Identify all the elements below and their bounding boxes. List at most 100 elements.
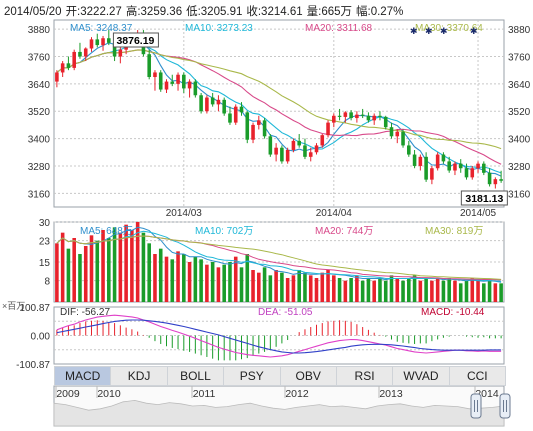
tab-macd[interactable]: MACD [55,367,112,385]
volume-bar [372,280,376,302]
macd-legend-dif: DIF: -56.27 [60,307,110,318]
high-annotation-box [112,32,159,48]
volume-bar [332,275,336,302]
volume-legend-ma20: MA20: 744万 [315,226,373,237]
candle-body [355,114,359,119]
volume-bar [124,224,128,302]
candle-body [487,172,492,185]
tab-obv[interactable]: OBV [281,367,337,385]
volume-tick-label: 30 [39,218,51,229]
volume-bar [78,254,82,302]
tab-boll[interactable]: BOLL [168,367,225,385]
volume-bar [291,275,296,302]
candle-body [453,163,457,171]
candle-body [280,147,284,162]
volume-bar [458,283,463,302]
candle-body [291,140,296,150]
range-navigator: 2009 2010 2011 2012 2013 2014 [53,385,511,427]
volume-bar [141,232,146,302]
navigator-year-label: 2011 [193,388,216,400]
volume-bar [378,278,382,302]
navigator-year-label: 2009 [56,388,80,400]
volume-bar [89,235,94,302]
candle-body [176,74,180,84]
price-tick-label-right: 3280 [508,162,531,173]
price-ma30-line [56,49,502,150]
price-tick-label-right: 3880 [508,25,531,36]
quote-volume: 量:665万 [306,6,353,18]
tab-psy[interactable]: PSY [224,367,281,385]
candle-body [326,122,330,136]
candle-body [78,51,82,57]
volume-bar [147,243,151,302]
navigator-year-label: 2012 [285,388,309,400]
tab-wvad[interactable]: WVAD [393,367,450,385]
candle-body [412,154,417,166]
event-marker-icon: ✱ [425,26,433,36]
candle-body [395,131,400,137]
volume-bar [187,262,192,302]
volume-bar [308,275,313,302]
volume-legend-ma5: MA5: 648万 [80,226,133,237]
candle-body [239,106,244,113]
candle-body [476,163,480,169]
volume-ma30-line [56,235,502,280]
volume-bar [482,283,486,302]
candle-body [458,163,463,169]
volume-bar [118,232,123,302]
volume-legend-ma30: MA30: 819万 [425,226,483,237]
price-tick-label-right: 3520 [508,107,531,118]
price-legend-ma10: MA10: 3273.23 [185,23,253,34]
volume-bar [107,238,111,302]
volume-bar [499,283,503,302]
volume-bar [366,278,371,302]
candle-body [447,161,451,171]
candle-body [205,97,209,112]
volume-bar [314,278,319,302]
candle-body [101,38,105,46]
volume-bar [470,278,475,302]
price-tick-label-right: 3760 [508,52,531,63]
candle-body [401,131,405,146]
tab-cci[interactable]: CCI [466,369,488,383]
low-annotation-box [460,190,508,206]
candle-body [332,115,336,123]
price-tick-label-right: 3160 [508,189,531,200]
volume-bar [257,272,261,302]
price-frame [53,19,505,208]
candle-body [303,145,307,157]
volume-tick-label: 15 [39,258,51,269]
event-marker-icon: ✱ [440,26,448,36]
volume-bar [447,278,451,302]
volume-bar [239,267,244,302]
tab-kdj[interactable]: KDJ [111,367,168,385]
price-tick-label-left: 3520 [28,107,51,118]
range-handle-left[interactable] [470,393,482,419]
volume-bar [412,275,417,302]
volume-bar [424,278,428,302]
candle-body [499,179,503,181]
range-handle-right[interactable] [499,393,511,419]
volume-tick-label: 23 [39,237,51,248]
candle-body [118,49,123,57]
volume-bar [407,278,411,302]
volume-bar [251,270,255,302]
candle-body [435,154,440,169]
candle-body [378,115,382,117]
candle-body [193,81,198,96]
candle-body [297,140,301,146]
volume-bar [101,230,105,302]
macd-tick-label: -100.87 [16,360,50,371]
tab-rsi[interactable]: RSI [337,367,394,385]
candle-body [493,179,498,185]
volume-bar [60,232,65,302]
candle-body [112,42,117,57]
volume-bar [435,278,440,302]
volume-bar [349,278,353,302]
volume-bar [176,251,180,302]
volume-bar [303,272,307,302]
volume-bar [135,222,140,302]
volume-bar [337,278,342,302]
volume-bar [343,280,348,302]
